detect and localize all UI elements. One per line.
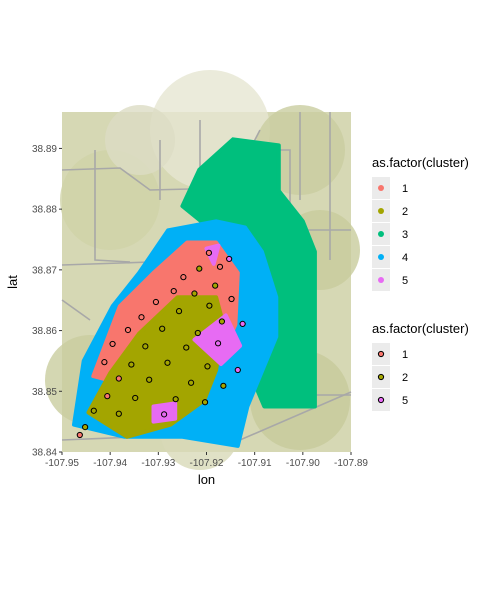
terrain-patch-2 xyxy=(60,150,160,250)
legend-key-1 xyxy=(377,350,385,358)
cluster-2-point-31 xyxy=(132,394,139,402)
y-tick-label-4: 38.88 xyxy=(32,205,57,216)
legend-label-3: 3 xyxy=(402,229,408,241)
cluster-2-point-38 xyxy=(201,399,209,406)
cluster-1-point-0 xyxy=(205,249,213,256)
cluster-1-point-26 xyxy=(115,375,122,382)
cluster-2-point-9 xyxy=(206,302,213,309)
legend-title: as.factor(cluster) xyxy=(372,155,469,170)
cluster-2-point-11 xyxy=(175,308,183,315)
terrain-patch-7 xyxy=(105,105,175,175)
y-tick-label-1: 38.85 xyxy=(32,387,57,398)
cluster-2-point-24 xyxy=(164,359,171,366)
cluster-2-point-17 xyxy=(194,329,201,337)
cluster-1-point-3 xyxy=(180,274,187,281)
cluster-2-point-16 xyxy=(159,325,166,332)
cluster-5-point-33 xyxy=(161,411,168,418)
cluster-1-point-15 xyxy=(124,326,132,334)
cluster-2-point-34 xyxy=(115,410,122,417)
x-axis-title: lon xyxy=(198,472,215,487)
x-axis: -107.95 -107.94 -107.93 -107.92 -107.91 -107.… xyxy=(45,452,368,469)
y-tick-label-0: 38.84 xyxy=(32,448,57,459)
cluster-2-point-29 xyxy=(220,382,227,389)
legend-label-1: 1 xyxy=(402,183,408,195)
road-1 xyxy=(94,150,131,263)
cluster-points xyxy=(76,249,246,439)
cluster-1-point-10 xyxy=(228,295,235,303)
y-tick-label-5: 38.89 xyxy=(32,144,57,155)
cluster-1-point-12 xyxy=(138,314,145,321)
cluster-2-point-32 xyxy=(172,396,179,403)
x-tick-label-3: -107.92 xyxy=(190,458,224,469)
legend-key-2 xyxy=(378,208,384,214)
cluster-2-point-27 xyxy=(146,376,153,383)
cluster-regions xyxy=(72,137,317,448)
legend-label-5: 5 xyxy=(402,275,408,287)
legend-label-2: 2 xyxy=(402,206,408,218)
legend-title: as.factor(cluster) xyxy=(372,321,469,336)
legend-label-2: 2 xyxy=(402,372,408,384)
legend-label-1: 1 xyxy=(402,349,408,361)
cluster-1-point-1 xyxy=(216,263,224,270)
legend-key-2 xyxy=(377,373,385,381)
cluster-2-point-28 xyxy=(187,379,195,386)
cluster-2-point-20 xyxy=(183,344,190,351)
cluster-2-point-5 xyxy=(212,282,219,289)
cluster-1-point-30 xyxy=(104,393,111,400)
cluster-1-point-6 xyxy=(170,288,177,295)
legend-fill: as.factor(cluster) 1 2 3 4 5 xyxy=(372,155,469,291)
x-tick-label-6: -107.89 xyxy=(334,458,368,469)
legend-key-1 xyxy=(378,185,384,191)
x-tick-label-5: -107.90 xyxy=(286,458,320,469)
cluster-5-point-39 xyxy=(234,366,241,374)
cluster-5-point-4 xyxy=(226,255,233,263)
legend-key-3 xyxy=(378,231,384,237)
x-tick-label-2: -107.93 xyxy=(141,458,175,469)
cluster-1-point-22 xyxy=(101,359,108,366)
cluster-2-point-13 xyxy=(218,318,226,325)
cluster-2-point-2 xyxy=(196,265,203,272)
cluster-2-point-35 xyxy=(90,407,97,414)
cluster-2-point-19 xyxy=(142,343,149,350)
legend-key-4 xyxy=(378,254,384,260)
cluster-2-point-36 xyxy=(82,424,89,431)
cluster-1-point-8 xyxy=(152,298,160,306)
x-tick-label-0: -107.95 xyxy=(45,458,79,469)
y-tick-label-3: 38.87 xyxy=(32,265,57,276)
legend-label-4: 4 xyxy=(402,252,408,264)
cluster-1-point-37 xyxy=(76,431,83,439)
y-axis-title: lat xyxy=(5,275,20,289)
road-10 xyxy=(61,299,91,321)
cluster-2-point-7 xyxy=(191,290,198,297)
cluster-5-point-14 xyxy=(239,320,246,327)
y-tick-label-2: 38.86 xyxy=(32,326,57,337)
x-tick-label-4: -107.91 xyxy=(238,458,272,469)
legend-label-5: 5 xyxy=(402,395,408,407)
x-tick-label-1: -107.94 xyxy=(93,458,127,469)
cluster-2-point-25 xyxy=(204,363,211,370)
cluster-5-region-4 xyxy=(192,313,243,366)
y-axis: 38.84 38.85 38.86 38.87 38.88 38.89 xyxy=(32,144,62,459)
legend-key-5 xyxy=(377,396,385,404)
cluster-1-point-18 xyxy=(109,340,116,348)
legend-outline: as.factor(cluster) 1 2 5 xyxy=(372,321,469,411)
legend-key-5 xyxy=(378,277,384,283)
cluster-2-point-23 xyxy=(128,361,135,368)
cluster-5-point-21 xyxy=(214,340,222,347)
